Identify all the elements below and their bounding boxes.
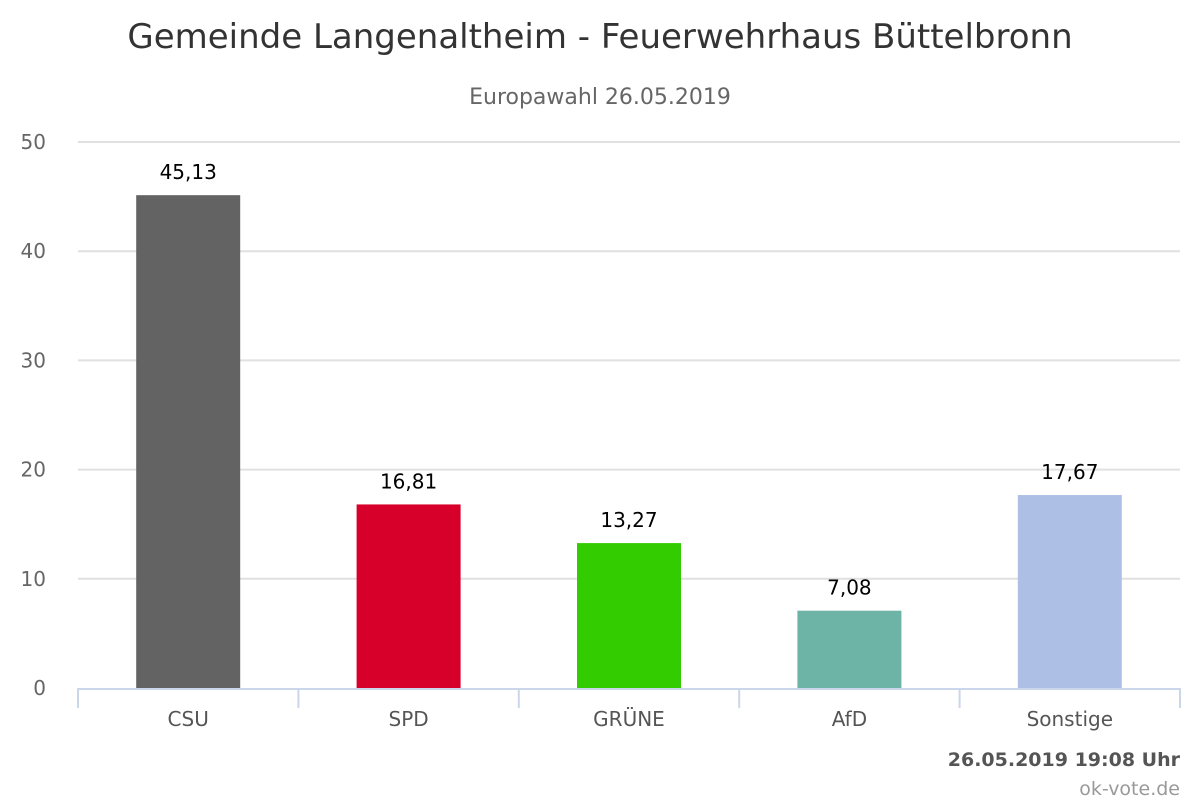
data-label: 16,81 — [380, 469, 437, 493]
x-axis: CSU SPD GRÜNE AfD Sonstige — [77, 688, 1181, 731]
bars: 45,13 16,81 13,27 7,08 17,67 — [136, 160, 1122, 688]
x-tick-label: AfD — [832, 707, 867, 731]
bar-csu[interactable] — [136, 195, 241, 688]
bar-spd[interactable] — [356, 504, 461, 688]
data-label: 13,27 — [600, 508, 657, 532]
gridlines — [78, 141, 1180, 580]
y-tick-label: 30 — [21, 348, 46, 372]
bar-afd[interactable] — [797, 610, 902, 688]
x-tick-label: Sonstige — [1027, 707, 1113, 731]
data-label: 45,13 — [160, 160, 217, 184]
x-tick-label: CSU — [168, 707, 209, 731]
y-axis: 0 10 20 30 40 50 — [21, 130, 46, 700]
data-label: 7,08 — [827, 576, 872, 600]
y-tick-label: 20 — [21, 458, 46, 482]
bar-sonstige[interactable] — [1017, 495, 1122, 688]
bar-grüne[interactable] — [577, 543, 681, 688]
credit-site-link[interactable]: ok-vote.de — [1079, 778, 1180, 800]
y-tick-label: 40 — [21, 239, 46, 263]
x-tick-label: SPD — [389, 707, 429, 731]
data-label: 17,67 — [1041, 460, 1098, 484]
y-tick-label: 0 — [33, 676, 46, 700]
x-tick-label: GRÜNE — [593, 707, 665, 731]
y-tick-label: 10 — [21, 567, 46, 591]
y-tick-label: 50 — [21, 130, 46, 154]
chart-subtitle: Europawahl 26.05.2019 — [469, 85, 731, 110]
chart-title: Gemeinde Langenaltheim - Feuerwehrhaus B… — [127, 17, 1072, 57]
credit-timestamp: 26.05.2019 19:08 Uhr — [948, 749, 1181, 771]
